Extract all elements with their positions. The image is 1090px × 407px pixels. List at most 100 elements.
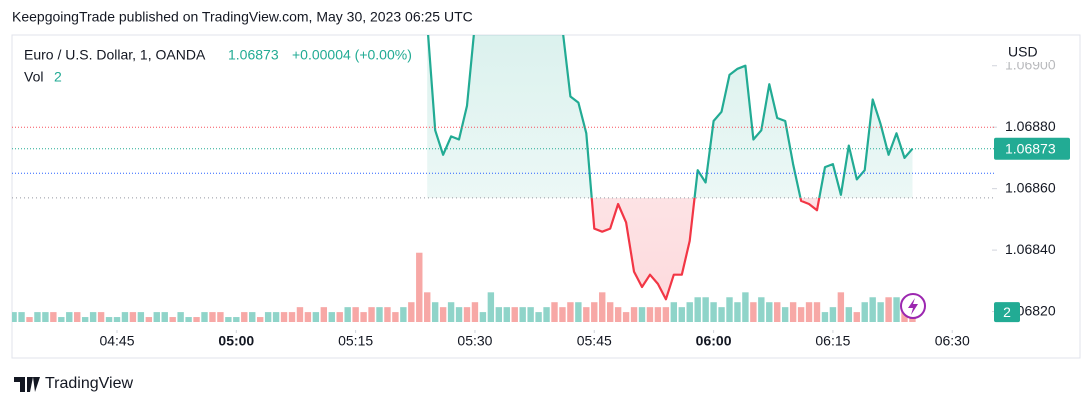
volume-bar [312, 312, 320, 322]
volume-bar [113, 317, 121, 322]
volume-badge-label: 2 [1003, 304, 1011, 320]
volume-bar [201, 312, 208, 322]
volume-bar [813, 302, 821, 322]
volume-bar [535, 312, 542, 322]
volume-badge [994, 302, 1020, 323]
volume-bar [583, 307, 590, 322]
volume-bar [750, 302, 757, 322]
volume-bar [837, 292, 845, 322]
price-badge [994, 137, 1070, 160]
volume-bar [225, 317, 232, 322]
volume-bar [774, 302, 781, 322]
volume-bar [893, 297, 900, 322]
volume-bar [416, 252, 423, 322]
volume-bar [145, 317, 153, 322]
volume-bar [599, 292, 606, 322]
volume-bar [137, 312, 145, 322]
volume-bar [527, 307, 534, 322]
volume-bar [797, 307, 805, 322]
x-tick-label: 06:00 [696, 333, 732, 349]
volume-bar [559, 307, 566, 322]
volume-bar [209, 312, 216, 322]
volume-bar [710, 302, 717, 322]
volume-bar [638, 307, 646, 322]
volume-bar [718, 307, 725, 322]
last-price: 1.06873 [228, 47, 279, 63]
above-baseline [427, 35, 914, 198]
volume-bar [622, 312, 630, 322]
volume-bar [519, 307, 526, 322]
x-tick-label: 06:15 [815, 333, 850, 349]
volume-bar [447, 302, 455, 322]
volume-bar [34, 312, 41, 322]
symbol-name: Euro / U.S. Dollar, 1, OANDA [24, 47, 206, 63]
x-tick-label: 05:45 [577, 333, 612, 349]
x-tick-label: 05:30 [457, 333, 492, 349]
y-tick-label: 1.06860 [1005, 179, 1056, 195]
volume-bar [256, 317, 264, 322]
volume-bar [805, 302, 813, 322]
volume-bar [877, 302, 884, 322]
volume-bar [81, 317, 89, 322]
volume-bar [543, 307, 550, 322]
x-tick-label: 05:00 [218, 333, 254, 349]
volume-bar [606, 302, 614, 322]
legend: Euro / U.S. Dollar, 1, OANDA 1.06873 +0.… [24, 47, 412, 85]
volume-bar [384, 307, 391, 322]
volume-bar [249, 312, 256, 322]
volume-bar [121, 312, 129, 322]
volume-bar [551, 302, 558, 322]
currency-bg [1000, 40, 1050, 62]
publish-header: KeepgoingTrade published on TradingView.… [12, 9, 473, 25]
volume-bar [869, 297, 876, 322]
volume-value: 2 [54, 69, 62, 85]
volume-bar [678, 307, 685, 322]
volume-bar [742, 292, 749, 322]
volume-bar [360, 312, 367, 322]
alert-icon[interactable] [900, 293, 926, 319]
volume-bar [646, 307, 654, 322]
volume-bar [455, 307, 463, 322]
price-badge-label: 1.06873 [1005, 140, 1056, 156]
volume-bar [614, 307, 622, 322]
volume-bar [264, 312, 272, 322]
volume-bar [408, 302, 415, 322]
volume-bar [344, 307, 351, 322]
price-change: +0.00004 (+0.00%) [292, 47, 412, 63]
volume-bar [885, 297, 892, 322]
volume-bar [463, 307, 471, 322]
price-line [427, 35, 914, 198]
volume-bar [376, 307, 383, 322]
volume-bar [50, 312, 57, 322]
price-line-down [590, 197, 821, 301]
volume-bar [74, 312, 81, 322]
y-tick-label: 1.06880 [1005, 118, 1056, 134]
volume-bar [169, 317, 176, 322]
volume-bar [662, 307, 670, 322]
volume-bar [479, 312, 487, 322]
volume-bar [304, 312, 312, 322]
volume-bar [296, 307, 304, 322]
volume-bar [177, 312, 184, 322]
volume-bar [567, 302, 574, 322]
volume-bar [233, 317, 240, 322]
x-tick-label: 06:30 [935, 333, 970, 349]
volume-bar [42, 312, 49, 322]
volume-bar [328, 312, 335, 322]
volume-bar [272, 312, 280, 322]
volume-bar [766, 302, 773, 322]
volume-bar [18, 312, 25, 322]
volume-bar [726, 297, 733, 322]
volume-bar [630, 307, 638, 322]
volume-bar [105, 317, 113, 322]
volume-bar [400, 307, 407, 322]
volume-bar [217, 312, 224, 322]
volume-bar [352, 307, 359, 322]
volume-bar [280, 312, 288, 322]
volume-bar [654, 307, 662, 322]
volume-bar [686, 302, 693, 322]
tradingview-logo [14, 377, 40, 392]
volume-bar [288, 312, 296, 322]
volume-bar [153, 312, 160, 322]
volume-bar [26, 317, 33, 322]
